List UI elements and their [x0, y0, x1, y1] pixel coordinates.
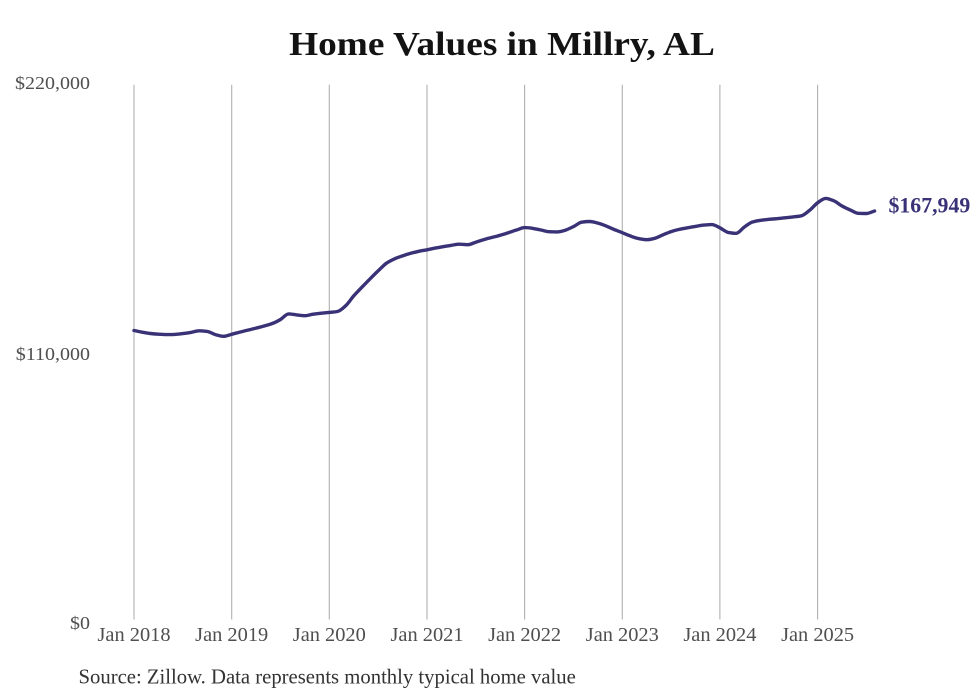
svg-text:Jan 2024: Jan 2024: [683, 624, 756, 646]
svg-text:Jan 2022: Jan 2022: [488, 624, 561, 646]
svg-text:Source: Zillow. Data represent: Source: Zillow. Data represents monthly …: [79, 667, 576, 689]
svg-text:$110,000: $110,000: [16, 345, 90, 365]
svg-text:Jan 2019: Jan 2019: [195, 624, 268, 646]
svg-text:Jan 2023: Jan 2023: [586, 624, 659, 646]
svg-text:$220,000: $220,000: [15, 74, 90, 94]
svg-text:Jan 2018: Jan 2018: [97, 624, 170, 646]
svg-text:Home Values in Millry, AL: Home Values in Millry, AL: [289, 25, 715, 63]
svg-text:$167,949: $167,949: [889, 194, 971, 218]
svg-text:Jan 2021: Jan 2021: [390, 624, 463, 646]
svg-text:Jan 2025: Jan 2025: [781, 624, 854, 646]
svg-text:$0: $0: [70, 614, 90, 634]
svg-text:Jan 2020: Jan 2020: [293, 624, 366, 646]
